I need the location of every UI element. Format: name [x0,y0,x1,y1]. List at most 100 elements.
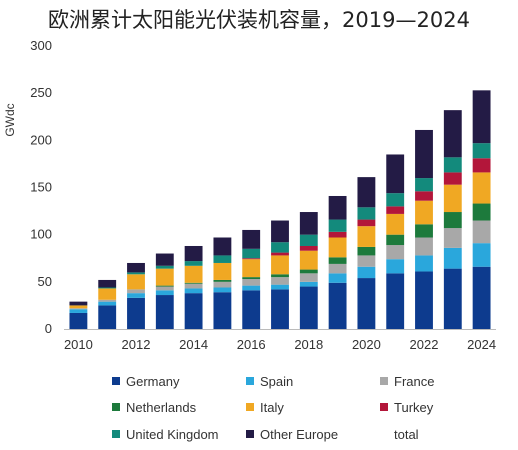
bar-segment-turkey [472,158,491,173]
bar-segment-united-kingdom [415,178,433,192]
bar-segment-germany [415,271,433,329]
bar-segment-italy [328,237,347,258]
bar-segment-spain [213,287,232,293]
bar-segment-united-kingdom [213,255,232,263]
legend-label-turkey: Turkey [394,400,434,415]
bar-segment-other-europe [242,229,261,249]
legend: Germany Spain France Netherlands Italy Turkey… [112,374,434,442]
bar-segment-turkey [386,206,405,214]
bar-segment-france [184,283,203,289]
bar-segment-other-europe [386,154,405,194]
chart-title: 欧洲累计太阳能光伏装机容量，2019—2024 [48,8,470,32]
bar-segment-turkey [443,172,462,185]
x-tick-label: 2018 [294,337,323,352]
bar-segment-germany [184,293,203,329]
bar-segment-other-europe [213,237,232,256]
bar-segment-france [299,273,318,282]
bar-segment-germany [357,278,376,329]
y-axis-label: GWdc [3,103,17,136]
bars-group [69,90,491,329]
bar-segment-united-kingdom [98,287,117,289]
bar-segment-united-kingdom [443,157,462,173]
bar-segment-other-europe [415,129,433,179]
bar-segment-france [242,279,261,286]
bar-segment-netherlands [242,277,261,280]
legend-label-italy: Italy [260,400,284,415]
bar-segment-france [443,228,462,248]
bar-segment-netherlands [299,269,318,274]
bar-segment-germany [328,282,347,329]
bar-segment-netherlands [155,285,174,287]
legend-label-other-europe: Other Europe [260,427,338,442]
bar-segment-italy [184,265,203,283]
bar-segment-other-europe [328,195,347,220]
legend-swatch-france [380,377,388,385]
bar-segment-netherlands [328,257,347,264]
bar-segment-spain [386,259,405,274]
bar-segment-spain [328,273,347,283]
bar-segment-germany [155,295,174,329]
bar-segment-united-kingdom [127,272,145,275]
legend-swatch-italy [246,403,254,411]
bar-segment-spain [415,255,433,272]
bar-segment-united-kingdom [472,143,491,159]
bar-segment-italy [443,184,462,213]
legend-label-spain: Spain [260,374,293,389]
legend-label-united-kingdom: United Kingdom [126,427,219,442]
y-axis-ticks: 0 50 100 150 200 250 300 [30,38,52,336]
bar-segment-italy [415,200,433,225]
bar-segment-other-europe [443,110,462,158]
y-tick-label: 200 [30,132,52,147]
bar-segment-netherlands [357,246,376,256]
bar-segment-turkey [299,245,318,251]
bar-segment-france [155,286,174,291]
bar-segment-germany [127,297,145,329]
bar-segment-united-kingdom [299,234,318,246]
bar-segment-spain [127,293,145,298]
legend-label-germany: Germany [126,374,180,389]
bar-segment-spain [98,301,117,306]
x-tick-label: 2016 [237,337,266,352]
bar-segment-germany [213,292,232,329]
bar-segment-germany [69,312,88,329]
bar-segment-france [328,263,347,274]
bar-segment-other-europe [299,212,318,235]
bar-segment-spain [69,309,88,313]
bar-segment-united-kingdom [386,193,405,207]
bar-segment-germany [386,273,405,329]
y-tick-label: 250 [30,85,52,100]
bar-segment-italy [98,288,117,300]
bar-segment-united-kingdom [184,261,203,266]
bar-segment-france [386,245,405,260]
x-tick-label: 2020 [352,337,381,352]
bar-segment-italy [155,268,174,286]
legend-label-total: total [394,427,419,442]
bar-segment-netherlands [184,282,203,284]
bar-segment-france [415,237,433,256]
bar-segment-other-europe [472,90,491,144]
bar-segment-united-kingdom [242,248,261,259]
bar-segment-turkey [328,231,347,238]
bar-segment-italy [242,259,261,278]
y-tick-label: 50 [38,274,52,289]
bar-segment-netherlands [213,279,232,282]
bar-segment-france [98,299,117,302]
bar-segment-other-europe [98,279,117,288]
bar-segment-italy [299,250,318,270]
bar-segment-italy [271,255,289,275]
bar-segment-other-europe [184,245,203,262]
legend-swatch-turkey [380,403,388,411]
bar-segment-france [271,277,289,285]
bar-segment-other-europe [155,253,174,266]
bar-segment-other-europe [69,301,88,306]
bar-segment-spain [299,281,318,287]
bar-segment-germany [242,290,261,329]
bar-segment-united-kingdom [357,207,376,220]
legend-label-netherlands: Netherlands [126,400,197,415]
bar-segment-other-europe [271,220,289,243]
y-tick-label: 100 [30,227,52,242]
bar-segment-italy [213,262,232,280]
legend-swatch-netherlands [112,403,120,411]
bar-segment-spain [242,285,261,291]
